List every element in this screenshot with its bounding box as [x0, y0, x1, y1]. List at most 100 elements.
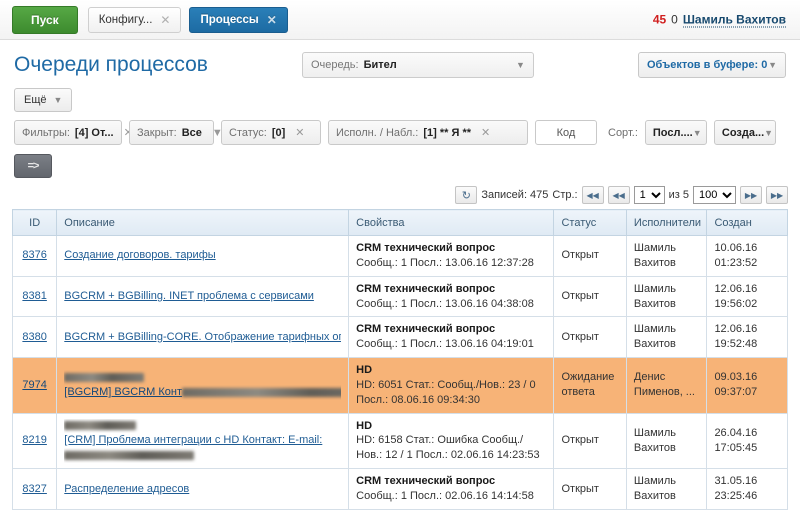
cell-properties: HD HD: 6051 Стат.: Сообщ./Нов.: 23 / 0 По…	[348, 357, 555, 414]
close-icon[interactable]: ✕	[124, 126, 133, 139]
filter-chip-status-label: Статус:	[229, 126, 267, 139]
cell-executor: Шамиль Вахитов	[625, 316, 708, 359]
chevron-down-icon: ▼	[764, 127, 774, 138]
close-icon[interactable]: ✕	[481, 127, 491, 139]
process-description-link[interactable]: [BGCRM] BGCRM Конт	[64, 386, 183, 399]
cell-properties: CRM технический вопрос Сообщ.: 1 Посл.: 1…	[348, 275, 555, 318]
process-id-link[interactable]: 8376	[22, 249, 47, 262]
close-icon[interactable]: ✕	[266, 12, 277, 27]
cell-created: 31.05.16 23:25:46	[706, 468, 788, 510]
buffer-objects-button[interactable]: Объектов в буфере: 0 ▼	[638, 52, 786, 78]
process-id-link[interactable]: 8381	[22, 290, 47, 303]
property-title: CRM технический вопрос	[356, 323, 496, 336]
property-details: HD: 6158 Стат.: Ошибка Сообщ./Нов.: 12 /…	[356, 434, 540, 462]
column-header-status[interactable]: Статус	[553, 209, 627, 236]
redaction-bar	[182, 387, 342, 397]
process-description-link[interactable]: BGCRM + BGBilling. INET проблема с серви…	[64, 290, 314, 303]
sort-secondary-select[interactable]: Созда... ▼	[713, 120, 776, 145]
cell-description: [BGCRM] BGCRM Конт	[56, 357, 350, 414]
more-button-label: Ещё	[24, 94, 47, 106]
cell-executor: Шамиль Вахитов	[625, 275, 708, 318]
sort-primary-value: Посл....	[652, 126, 693, 139]
sort-label: Сорт.:	[608, 126, 638, 139]
column-header-created[interactable]: Создан	[706, 209, 788, 236]
process-id-link[interactable]: 8219	[22, 434, 47, 447]
process-description-link[interactable]: [CRM] Проблема интеграции с HD Контакт: …	[64, 434, 323, 447]
property-title: CRM технический вопрос	[356, 282, 496, 295]
redacted-text	[64, 419, 341, 434]
description-line: [BGCRM] BGCRM Конт	[64, 385, 342, 400]
cell-created: 26.04.16 17:05:45	[706, 412, 788, 470]
page-title: Очереди процессов	[14, 53, 208, 76]
alert-count[interactable]: 45	[652, 12, 667, 27]
column-header-id[interactable]: ID	[11, 209, 58, 236]
filter-chip-closed[interactable]: Закрыт: Все ▼	[129, 120, 223, 145]
cell-status: Открыт	[553, 468, 627, 510]
table-row[interactable]: 7974 [BGCRM] BGCRM Конт HD HD: 6051 Стат.: …	[11, 357, 788, 414]
table-row[interactable]: 8327 Распределение адресов CRM технический…	[11, 468, 788, 510]
process-id-link[interactable]: 7974	[22, 378, 47, 391]
first-page-button[interactable]: ◀◀	[581, 186, 604, 204]
table-row[interactable]: 8381 BGCRM + BGBilling. INET проблема с с…	[11, 275, 788, 318]
property-title: HD	[356, 364, 373, 377]
cell-status: Открыт	[553, 316, 627, 359]
code-button[interactable]: Код	[535, 120, 597, 145]
process-description-link[interactable]: Распределение адресов	[64, 482, 190, 495]
cell-description: [CRM] Проблема интеграции с HD Контакт: …	[56, 412, 350, 470]
top-bar: Пуск Конфигу... ✕ Процессы ✕ 45 0 Шамиль…	[0, 0, 800, 40]
filter-chip-status-value: [0]	[271, 126, 286, 139]
sort-primary-select[interactable]: Посл.... ▼	[644, 120, 707, 145]
description-line: Создание договоров. тарифы	[64, 248, 341, 263]
description-line	[64, 448, 341, 463]
tab-processes[interactable]: Процессы ✕	[189, 6, 288, 33]
filter-chip-filters-label: Фильтры:	[22, 126, 70, 139]
last-page-button[interactable]: ▶▶	[766, 186, 788, 204]
description-line: BGCRM + BGBilling-CORE. Отображение тари…	[64, 330, 341, 345]
filter-chip-closed-label: Закрыт:	[137, 126, 177, 139]
records-count: Записей: 475	[481, 189, 549, 201]
tab-configuration[interactable]: Конфигу... ✕	[87, 6, 182, 33]
cell-id: 8380	[11, 316, 58, 359]
cell-status: Открыт	[553, 412, 627, 470]
next-page-button[interactable]: ▶▶	[740, 186, 762, 204]
chevron-down-icon: ▼	[692, 127, 702, 138]
filter-chip-executor[interactable]: Исполн. / Набл.: [1] ** Я ** ✕	[328, 120, 528, 145]
redaction-bar	[64, 450, 195, 460]
cell-status: Ожидание ответа	[553, 357, 627, 414]
more-row: Ещё ▼	[0, 82, 800, 112]
chevron-down-icon[interactable]: ▼	[211, 126, 223, 139]
filter-chip-filters[interactable]: Фильтры: [4] От... ✕	[14, 120, 133, 145]
chevron-down-icon: ▼	[768, 60, 777, 70]
column-header-executors[interactable]: Исполнители	[625, 209, 708, 236]
process-description-link[interactable]: Создание договоров. тарифы	[64, 249, 216, 262]
table-row[interactable]: 8219 [CRM] Проблема интеграции с HD Конта…	[11, 412, 788, 470]
refresh-icon[interactable]: ↻	[455, 186, 478, 204]
page-number-select[interactable]: 1	[633, 186, 665, 204]
process-id-link[interactable]: 8380	[22, 330, 47, 343]
column-header-description[interactable]: Описание	[56, 209, 350, 236]
apply-filter-button[interactable]: =>	[14, 154, 52, 178]
filter-chip-filters-value: [4] От...	[74, 126, 114, 139]
table-row[interactable]: 8376 Создание договоров. тарифы CRM технич…	[11, 235, 788, 277]
filter-chip-status[interactable]: Статус: [0] ✕	[221, 120, 321, 145]
normal-count[interactable]: 0	[671, 12, 678, 27]
per-page-select[interactable]: 100	[693, 186, 736, 204]
description-line: BGCRM + BGBilling. INET проблема с серви…	[64, 289, 341, 304]
table-row[interactable]: 8380 BGCRM + BGBilling-CORE. Отображение …	[11, 316, 788, 359]
queue-select[interactable]: Очередь: Бител ▼	[301, 52, 534, 78]
column-header-properties[interactable]: Свойства	[348, 209, 555, 236]
close-icon[interactable]: ✕	[160, 12, 171, 27]
table-body: 8376 Создание договоров. тарифы CRM технич…	[11, 235, 788, 510]
more-button[interactable]: Ещё ▼	[14, 88, 73, 112]
close-icon[interactable]: ✕	[295, 127, 305, 139]
cell-created: 09.03.16 09:37:07	[706, 357, 788, 414]
cell-properties: CRM технический вопрос Сообщ.: 1 Посл.: 1…	[348, 235, 555, 277]
process-id-link[interactable]: 8327	[22, 482, 47, 495]
user-name[interactable]: Шамиль Вахитов	[682, 12, 786, 27]
start-button[interactable]: Пуск	[12, 5, 78, 34]
prev-page-button[interactable]: ◀◀	[607, 186, 630, 204]
process-description-link[interactable]: BGCRM + BGBilling-CORE. Отображение тари…	[64, 330, 342, 343]
cell-created: 10.06.16 01:23:52	[706, 235, 788, 277]
description-line: [CRM] Проблема интеграции с HD Контакт: …	[64, 433, 341, 448]
cell-status: Открыт	[553, 275, 627, 318]
